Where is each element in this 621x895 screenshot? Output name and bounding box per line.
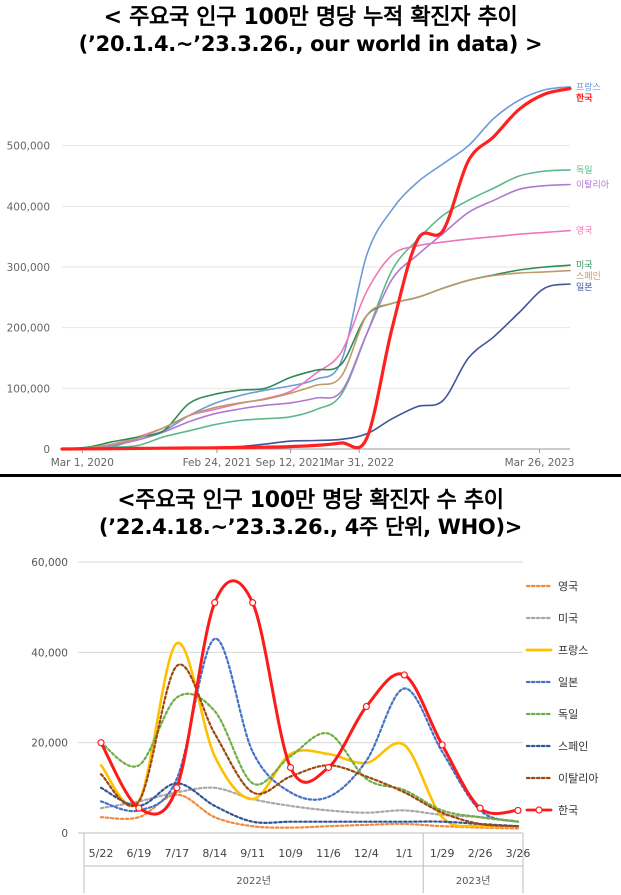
- legend-label: 한국: [558, 804, 578, 817]
- y-tick-label: 0: [43, 444, 50, 456]
- year-label: 2023년: [456, 875, 491, 887]
- series-line-한국: [60, 87, 572, 451]
- y-tick-label: 200,000: [7, 323, 50, 335]
- legend-label: 스페인: [558, 740, 588, 753]
- y-tick-label: 100,000: [7, 383, 50, 395]
- cumulative-cases-chart: 0 100,000 200,000 300,000 400,000 500,000 Mar …: [7, 81, 610, 469]
- y-tick-label: 60,000: [31, 557, 68, 569]
- legend-label: 일본: [558, 675, 578, 689]
- series-end-label: 스페인: [576, 271, 601, 282]
- year-label: 2022년: [236, 875, 271, 887]
- x-tick-label: 1/1: [395, 847, 413, 860]
- series-line-일본: [99, 637, 520, 823]
- data-point: [211, 599, 219, 607]
- legend-label: 이탈리아: [558, 772, 598, 785]
- series-line-스페인: [99, 782, 520, 828]
- y-tick-label: 0: [61, 828, 68, 840]
- series-line-이탈리아: [61, 183, 571, 450]
- x-tick-label: 11/6: [316, 847, 341, 860]
- series-end-label: 프랑스: [576, 81, 601, 93]
- series-line-독일: [61, 169, 571, 450]
- series-line-미국: [61, 264, 571, 450]
- series-line-영국: [61, 229, 571, 450]
- panel-divider: [0, 474, 621, 477]
- bottom-chart-subtitle: (’22.4.18.~’23.3.26., 4주 단위, WHO)>: [98, 515, 523, 539]
- legend-marker: [535, 806, 543, 814]
- data-point: [97, 739, 105, 747]
- legend-label: 영국: [558, 580, 578, 593]
- x-tick-label: 1/29: [430, 847, 455, 860]
- data-point: [438, 741, 446, 749]
- x-tick-label: 2/26: [468, 847, 493, 860]
- data-point: [324, 763, 333, 772]
- x-tick-label: 3/26: [506, 847, 531, 860]
- series-end-label: 영국: [576, 226, 593, 237]
- series-end-label: 이탈리아: [576, 179, 610, 190]
- series-end-label: 한국: [576, 92, 593, 104]
- data-point: [362, 702, 370, 711]
- series-line-프랑스: [61, 86, 571, 450]
- x-tick-label: 5/22: [89, 847, 114, 860]
- data-point: [135, 804, 143, 812]
- x-tick-label: 9/11: [240, 847, 265, 860]
- series-end-label: 독일: [576, 165, 593, 176]
- series-line-스페인: [61, 269, 571, 450]
- series-line-미국: [99, 786, 520, 823]
- legend-label: 프랑스: [558, 644, 588, 657]
- x-tick-label: 7/17: [164, 847, 189, 860]
- y-tick-label: 40,000: [31, 647, 68, 659]
- y-tick-label: 400,000: [7, 201, 50, 213]
- y-tick-label: 20,000: [31, 738, 68, 750]
- y-tick-label: 500,000: [7, 141, 50, 153]
- data-point: [400, 671, 408, 679]
- legend-label: 독일: [558, 707, 578, 721]
- y-tick-label: 300,000: [7, 262, 50, 274]
- data-point: [249, 599, 257, 607]
- weekly-cases-chart: 0 20,000 40,000 60,000 5/22 6/19 7/17 8/14 9/11 1…: [31, 557, 598, 893]
- x-tick-label: 10/9: [278, 847, 303, 860]
- series-line-일본: [61, 283, 571, 450]
- series-line-이탈리아: [99, 663, 520, 828]
- data-point: [286, 763, 295, 772]
- series-line-독일: [99, 692, 520, 823]
- series-line-프랑스: [99, 641, 520, 829]
- bottom-chart-title: <주요국 인구 100만 명당 확진자 수 추이: [117, 488, 504, 513]
- x-tick-label: Feb 24, 2021: [183, 457, 252, 469]
- x-tick-label: Sep 12, 2021: [256, 457, 326, 469]
- x-tick-label: 8/14: [202, 847, 227, 860]
- data-point: [476, 804, 484, 812]
- top-chart-subtitle: (’20.1.4.~’23.3.26., our world in data) …: [78, 32, 543, 56]
- x-tick-label: Mar 1, 2020: [51, 457, 114, 469]
- x-tick-label: 12/4: [354, 847, 379, 860]
- x-tick-label: Mar 26, 2023: [505, 457, 575, 469]
- data-point: [514, 806, 522, 815]
- data-point: [173, 784, 181, 792]
- series-end-label: 일본: [576, 282, 593, 293]
- x-tick-label: Mar 31, 2022: [324, 457, 394, 469]
- top-chart-title: < 주요국 인구 100만 명당 누적 확진자 추이: [103, 5, 518, 30]
- series-line-한국: [99, 579, 520, 816]
- x-tick-label: 6/19: [127, 847, 152, 860]
- legend-label: 미국: [558, 612, 578, 625]
- series-end-label: 미국: [576, 260, 593, 271]
